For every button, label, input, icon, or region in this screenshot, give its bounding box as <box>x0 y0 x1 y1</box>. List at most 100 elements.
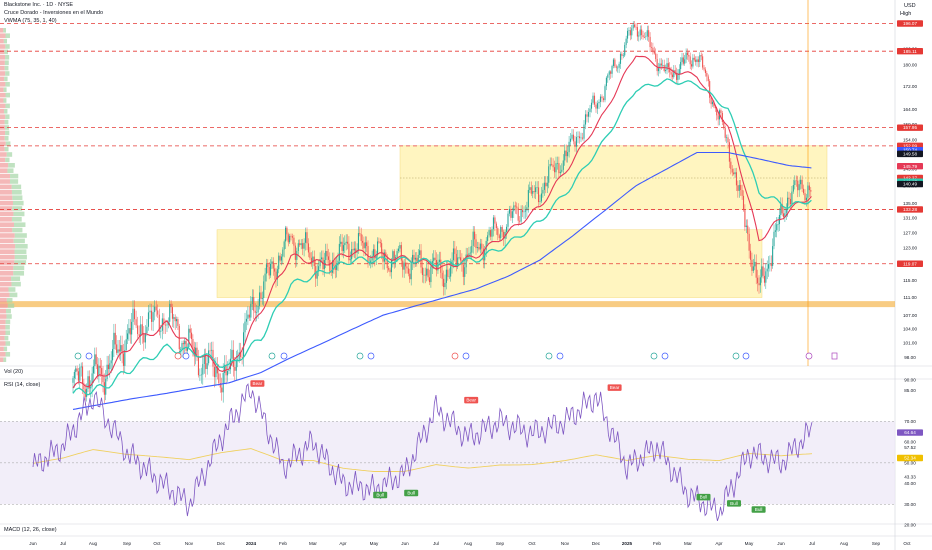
volume-profile-bar <box>14 222 26 227</box>
candle-body <box>128 328 130 334</box>
candle-body <box>716 108 718 116</box>
candle-body <box>754 261 756 267</box>
volume-pane-label[interactable]: Vol (20) <box>4 369 23 375</box>
candle-body <box>530 187 532 194</box>
volume-profile-bar <box>12 227 23 233</box>
volume-profile-bar <box>15 244 28 249</box>
ma-line-ema_fast <box>72 55 812 389</box>
candle-body <box>203 355 205 364</box>
price-tag <box>897 260 923 267</box>
price-tag-label: 133.28 <box>903 207 917 212</box>
divergence-label <box>250 380 265 387</box>
candle-body <box>80 366 82 368</box>
candle-body <box>608 71 610 75</box>
candle-body <box>447 269 449 277</box>
candle-body <box>735 172 738 186</box>
candle-body <box>649 36 651 48</box>
candle-body <box>792 185 794 192</box>
candle-body <box>375 255 377 259</box>
candle-body <box>186 347 189 351</box>
candle-body <box>348 243 350 261</box>
candle-body <box>464 267 466 277</box>
candle-body <box>334 266 336 270</box>
candle-body <box>360 234 362 241</box>
candle-body <box>471 245 473 253</box>
rsi-value-tag-label: 52.34 <box>904 456 916 461</box>
candle-body <box>437 262 439 271</box>
volume-profile-bar <box>0 87 4 92</box>
divergence-label <box>373 491 388 499</box>
candle-body <box>199 375 201 376</box>
candle-body <box>267 264 269 268</box>
volume-profile-bar <box>0 254 15 260</box>
rsi-axis-tick-label: 90.00 <box>904 378 916 383</box>
volume-profile-bar <box>0 200 13 206</box>
candle-body <box>710 97 712 105</box>
volume-profile-bar <box>0 157 6 163</box>
price-axis-tick-label: 154.00 <box>903 137 917 142</box>
candle-body <box>569 138 572 142</box>
candle-body <box>304 232 307 243</box>
candle-body <box>788 197 790 199</box>
candle-body <box>448 276 450 278</box>
candle-body <box>740 184 742 190</box>
candle-body <box>626 30 629 39</box>
time-axis-tick-label: Jul <box>809 541 815 546</box>
indicator-label-vwma[interactable]: VWMA (75, 35, 1, 40) <box>4 18 57 24</box>
candle-body <box>329 259 331 272</box>
candle-body <box>669 67 671 73</box>
volume-profile-bar <box>11 281 21 287</box>
volume-profile-bar <box>0 244 16 249</box>
volume-profile-bar <box>7 168 14 173</box>
candle-body <box>645 36 647 38</box>
volume-profile-bar <box>5 330 10 335</box>
candle-body <box>419 250 421 255</box>
candle-body <box>260 292 262 299</box>
candle-body <box>340 241 342 244</box>
candle-body <box>552 164 554 168</box>
candle-body <box>497 228 499 236</box>
candle-body <box>577 136 579 138</box>
rsi-pane-label[interactable]: RSI (14, close) <box>4 382 41 388</box>
candle-body <box>469 252 471 254</box>
candle-body <box>229 358 232 370</box>
candle-body <box>556 163 559 164</box>
price-tag-label: 149.58 <box>903 151 917 156</box>
volume-profile-bar <box>0 119 5 125</box>
candle-body <box>228 369 230 372</box>
candle-body <box>299 243 301 246</box>
price-tag-label: 145.79 <box>903 164 917 169</box>
candle-body <box>648 30 650 37</box>
candle-body <box>655 53 657 60</box>
candle-body <box>433 257 435 261</box>
candle-body <box>488 230 490 236</box>
candle-body <box>660 63 662 66</box>
volume-profile-bar <box>0 190 12 195</box>
candle-body <box>226 371 229 376</box>
candle-body <box>759 277 761 286</box>
volume-profile-bar <box>0 298 7 303</box>
candle-body <box>291 236 294 238</box>
candle-body <box>485 240 487 251</box>
candle-body <box>487 235 489 241</box>
volume-profile-bar <box>0 130 6 136</box>
indicator-label-golden-cross[interactable]: Cruce Dorado - Inversiones en el Mundo <box>4 10 104 16</box>
poc-band <box>0 301 895 308</box>
candle-body <box>546 182 548 187</box>
candle-body <box>580 137 582 139</box>
candle-body <box>795 180 797 182</box>
volume-profile-bar <box>4 146 9 152</box>
macd-pane-label[interactable]: MACD (12, 26, close) <box>4 527 57 533</box>
candle-body <box>537 187 540 203</box>
divergence-label <box>751 506 766 513</box>
candle-body <box>475 239 477 249</box>
candle-body <box>121 345 123 354</box>
time-axis-tick-label: May <box>745 541 754 546</box>
volume-profile-bar <box>0 49 5 55</box>
event-marker-icon <box>661 352 669 360</box>
event-marker-icon <box>174 352 182 360</box>
volume-profile-bar <box>0 146 5 152</box>
currency-label: USD <box>904 3 916 9</box>
candle-body <box>140 324 142 336</box>
